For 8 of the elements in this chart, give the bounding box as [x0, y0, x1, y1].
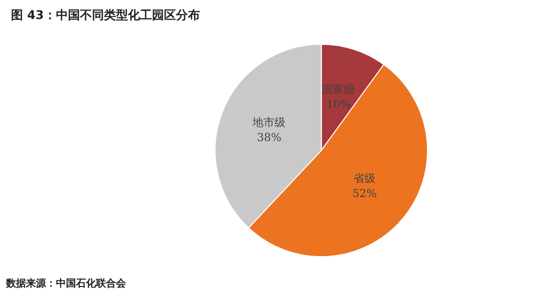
slice-label: 地市级 — [252, 116, 286, 129]
data-label: 10% — [326, 98, 351, 112]
slice-label: 省级 — [354, 172, 376, 186]
source-note: 数据来源：中国石化联合会 — [5, 278, 127, 290]
text: 图 43：中国不同类型化工园区分布 — [11, 8, 200, 22]
slice-label: 国家级 — [322, 83, 356, 96]
data-label: 52% — [352, 187, 377, 200]
data-label: 38% — [256, 130, 282, 144]
